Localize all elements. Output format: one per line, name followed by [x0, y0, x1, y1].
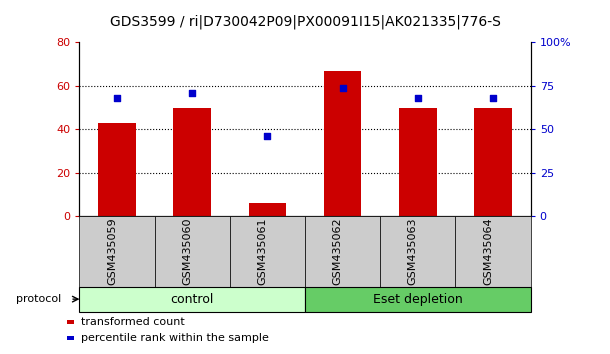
- Text: percentile rank within the sample: percentile rank within the sample: [81, 333, 268, 343]
- Bar: [98, 123, 135, 216]
- Point: [112, 95, 122, 101]
- Bar: [475, 108, 512, 216]
- Text: GSM435061: GSM435061: [257, 218, 267, 285]
- Text: transformed count: transformed count: [81, 317, 184, 327]
- Text: GSM435059: GSM435059: [107, 217, 117, 285]
- Bar: [173, 108, 211, 216]
- Bar: [399, 108, 437, 216]
- Point: [338, 85, 348, 90]
- Text: GSM435063: GSM435063: [408, 218, 418, 285]
- Text: control: control: [170, 293, 214, 306]
- Bar: [324, 71, 361, 216]
- Point: [413, 95, 423, 101]
- Text: GDS3599 / ri|D730042P09|PX00091I15|AK021335|776-S: GDS3599 / ri|D730042P09|PX00091I15|AK021…: [110, 14, 500, 29]
- Text: GSM435060: GSM435060: [182, 218, 192, 285]
- Text: GSM435062: GSM435062: [332, 217, 343, 285]
- Text: protocol: protocol: [16, 294, 61, 304]
- Text: GSM435064: GSM435064: [483, 217, 493, 285]
- Point: [488, 95, 498, 101]
- Point: [187, 90, 197, 96]
- Text: Eset depletion: Eset depletion: [373, 293, 463, 306]
- Bar: [249, 203, 286, 216]
- Point: [262, 133, 272, 139]
